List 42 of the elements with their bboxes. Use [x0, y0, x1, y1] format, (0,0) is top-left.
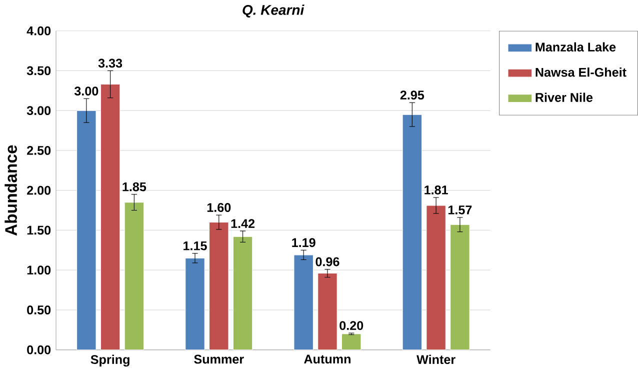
- legend-label: River Nile: [536, 92, 593, 102]
- bar: [124, 202, 144, 350]
- y-tick-label: 2.50: [27, 146, 51, 155]
- data-label: 1.81: [424, 185, 448, 194]
- data-label: 1.19: [292, 238, 316, 247]
- x-tick-label: Autumn: [304, 354, 350, 364]
- legend-label: Manzala Lake: [536, 42, 616, 52]
- data-label: 0.96: [316, 257, 340, 266]
- data-label: 1.42: [231, 219, 255, 228]
- bar: [100, 84, 120, 350]
- data-label: 1.60: [207, 202, 231, 212]
- bar: [341, 334, 362, 350]
- bar: [318, 272, 338, 350]
- x-tick-label: Summer: [194, 354, 244, 364]
- bar: [232, 236, 253, 350]
- data-label: 3.00: [74, 86, 98, 96]
- x-tick-label: Winter: [416, 354, 456, 364]
- bar: [208, 222, 229, 350]
- bar: [185, 258, 205, 350]
- legend-label: Nawsa El-Gheit: [536, 67, 626, 77]
- y-tick-label: 0.00: [27, 345, 51, 354]
- chart-title: Q. Kearni: [242, 4, 304, 18]
- y-tick-label: 1.00: [27, 266, 51, 274]
- bar: [76, 110, 96, 350]
- data-label: 3.33: [98, 58, 122, 68]
- data-label: 0.20: [340, 320, 364, 330]
- data-label: 1.57: [448, 205, 472, 214]
- data-label: 1.85: [122, 182, 146, 192]
- y-tick-label: 0.50: [27, 305, 51, 314]
- y-tick-label: 4.00: [26, 26, 51, 36]
- y-tick-label: 3.50: [26, 66, 51, 76]
- bar: [402, 114, 422, 350]
- bar: [450, 224, 470, 350]
- y-axis-title: Abundance: [4, 145, 17, 236]
- data-label: 1.15: [184, 241, 207, 250]
- y-tick-label: 3.00: [26, 106, 51, 115]
- bar: [426, 205, 446, 350]
- bar: [294, 254, 314, 350]
- data-label: 2.95: [400, 90, 424, 100]
- y-tick-label: 1.50: [27, 226, 51, 235]
- y-tick-label: 2.00: [27, 186, 51, 195]
- x-tick-label: Spring: [90, 354, 130, 366]
